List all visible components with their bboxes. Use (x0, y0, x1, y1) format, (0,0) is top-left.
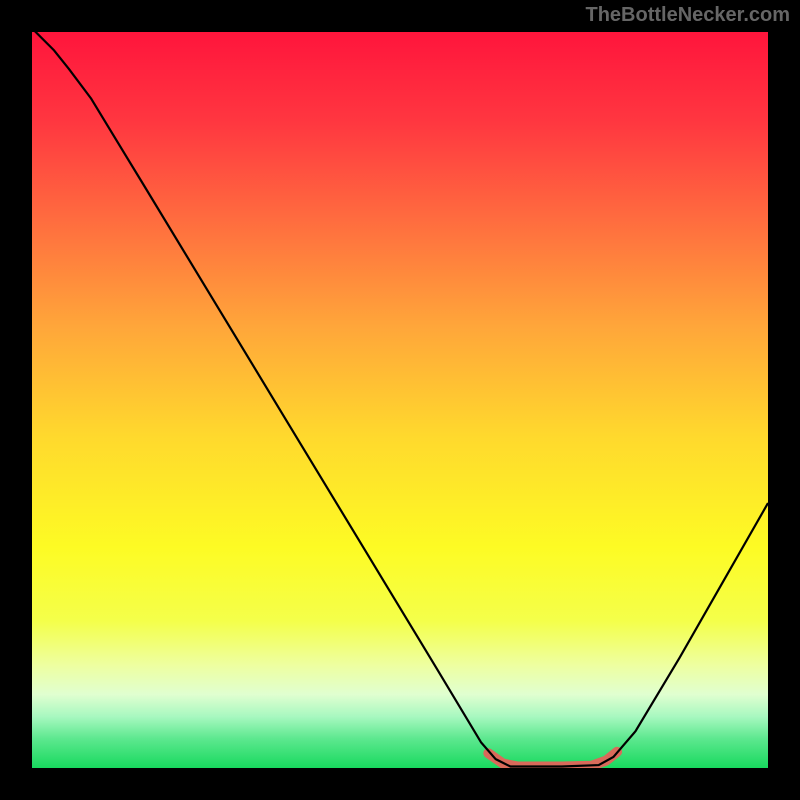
attribution-text: TheBottleNecker.com (585, 4, 790, 27)
chart-container: { "attribution": { "text": "TheBottleNec… (0, 0, 800, 800)
curve-layer (32, 32, 768, 768)
bottleneck-curve (32, 32, 768, 767)
plot-area (32, 32, 768, 768)
